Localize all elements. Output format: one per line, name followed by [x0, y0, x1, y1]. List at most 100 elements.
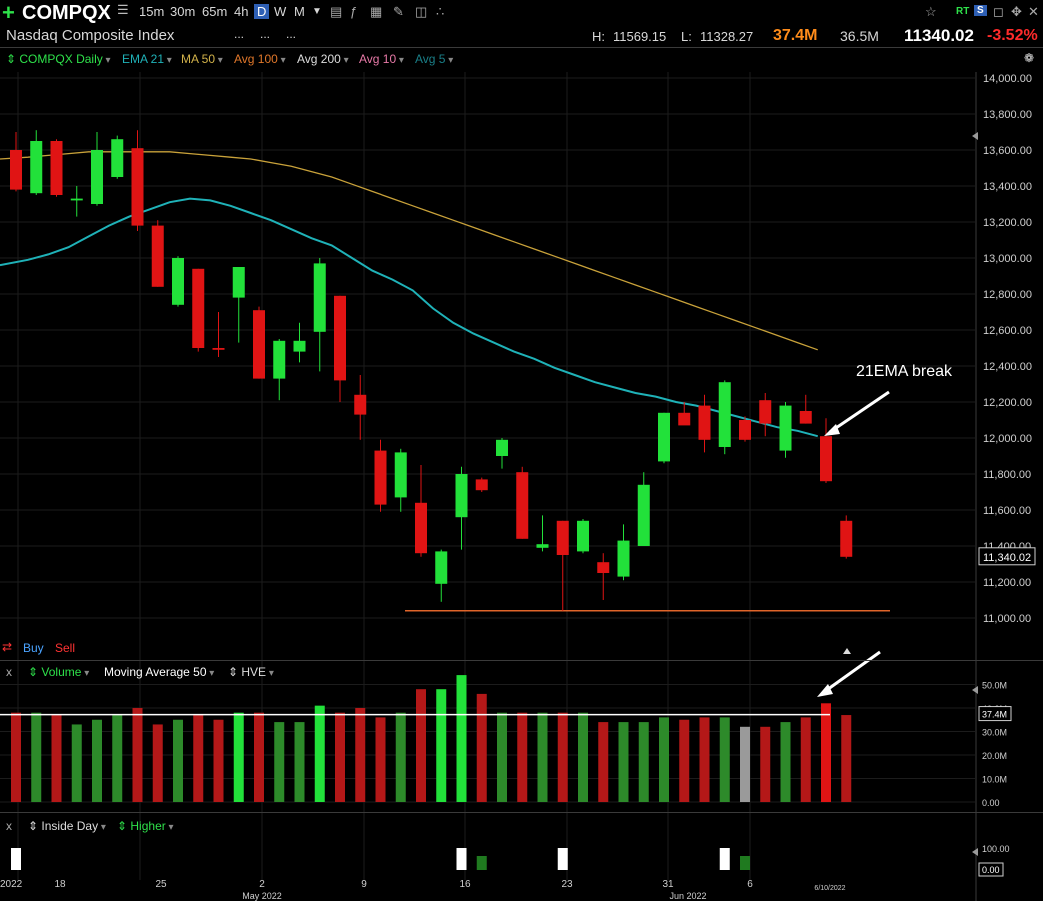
inside-day-close-icon[interactable]: x — [6, 819, 12, 833]
timeframe-d[interactable]: D — [254, 4, 270, 19]
volume-bar — [578, 712, 588, 802]
price-axis-tick: 12,000.00 — [983, 433, 1032, 445]
candle-body — [556, 520, 569, 555]
volume-bar — [11, 712, 21, 802]
ellipsis-3[interactable]: ... — [286, 27, 297, 41]
avg200-label[interactable]: Avg 200 — [297, 52, 349, 66]
s-badge: S — [974, 5, 987, 16]
candle-body — [394, 452, 407, 498]
time-axis-month: Jun 2022 — [669, 891, 706, 901]
change-pct: -3.52% — [987, 27, 1038, 44]
favorite-icon[interactable]: ☆ — [925, 4, 937, 19]
volume-study-label[interactable]: ⇕ Volume — [28, 665, 89, 679]
avg5-label[interactable]: Avg 5 — [415, 52, 453, 66]
volume-bar — [294, 722, 305, 802]
price-axis-tick: 12,400.00 — [983, 361, 1032, 373]
volume-bar — [436, 689, 447, 802]
candle-body — [840, 520, 853, 557]
close-icon[interactable]: ✕ — [1028, 4, 1039, 19]
volume-bar — [476, 693, 487, 802]
volume-bar — [517, 712, 528, 802]
timeframe-65m[interactable]: 65m — [202, 4, 228, 19]
time-axis-tick: 9 — [361, 879, 367, 890]
volume-axis-tick: 50.0M — [982, 681, 1007, 691]
timeframe-30m[interactable]: 30m — [170, 4, 196, 19]
candle-body — [334, 295, 346, 381]
candle-body — [496, 439, 508, 456]
annotation-arrowhead — [824, 424, 840, 436]
avg-volume-value: 36.5M — [840, 28, 879, 44]
timeframe-w[interactable]: W — [274, 4, 287, 19]
volume-bar — [355, 708, 366, 802]
candle-body — [759, 400, 772, 424]
timeframe-m[interactable]: M — [294, 4, 305, 19]
candle-body — [820, 436, 832, 482]
candle-body — [91, 150, 103, 204]
indicators-icon[interactable]: ƒ — [350, 4, 358, 19]
volume-ma-label[interactable]: Moving Average 50 — [104, 665, 214, 679]
layout-icon[interactable]: ◫ — [415, 4, 428, 19]
draw-icon[interactable]: ✎ — [393, 4, 404, 19]
price-study-text: COMPQX Daily — [19, 52, 103, 66]
volume-bar — [618, 722, 629, 802]
hve-label[interactable]: ⇕ HVE — [228, 665, 274, 679]
candle-body — [415, 502, 427, 554]
volume-bar — [416, 689, 426, 802]
add-symbol-icon[interactable]: + — [2, 0, 15, 25]
calculator-icon[interactable]: ▦ — [370, 4, 383, 19]
inside-day-label[interactable]: ⇕ Inside Day — [28, 819, 106, 833]
inside-day-current-box — [978, 862, 1004, 877]
volume-bar — [638, 722, 649, 802]
timeframe-4h[interactable]: 4h — [234, 4, 249, 19]
sell-label[interactable]: Sell — [55, 641, 76, 655]
ema21-line — [0, 197, 819, 438]
palette-icon[interactable]: ❁ — [1024, 51, 1035, 65]
study-legend: ⇕ COMPQX Daily EMA 21 MA 50 Avg 100 Avg … — [0, 49, 1043, 71]
price-axis-tick: 11,600.00 — [983, 505, 1031, 517]
timeframe-15m[interactable]: 15m — [139, 4, 165, 19]
higher-label[interactable]: ⇕ Higher — [117, 819, 174, 833]
volume-axis-tick: 20.0M — [982, 751, 1007, 761]
divider — [0, 47, 1043, 48]
signal-arrows-icon[interactable]: ⇄ — [2, 640, 13, 654]
price-axis-tick: 14,000.00 — [983, 73, 1032, 85]
ellipsis-2[interactable]: ... — [260, 27, 271, 41]
candle-body — [678, 412, 691, 426]
avg100-label[interactable]: Avg 100 — [234, 52, 286, 66]
candle-body — [111, 139, 124, 177]
volume-close-icon[interactable]: x — [6, 665, 12, 679]
inside-day-panel-header: x ⇕ Inside Day ⇕ Higher — [0, 818, 400, 836]
volume-label-text: Volume — [41, 665, 82, 679]
candle-body — [30, 141, 43, 194]
volume-bar — [31, 712, 42, 802]
timeframe-dropdown-icon[interactable]: ▼ — [312, 6, 322, 17]
high-label: H: — [592, 29, 605, 44]
symbol-title[interactable]: COMPQX — [22, 2, 111, 24]
ma50-label[interactable]: MA 50 — [181, 52, 223, 66]
annotation-text: 21EMA break — [856, 363, 953, 380]
share-icon[interactable]: ∴ — [436, 4, 445, 19]
inside-day-bar — [719, 848, 730, 870]
volume-value: 37.4M — [773, 27, 818, 44]
volume-bar — [173, 719, 183, 802]
inside-day-bar — [557, 848, 568, 870]
price-axis-tick: 13,600.00 — [983, 145, 1032, 157]
buy-label[interactable]: Buy — [23, 641, 44, 655]
volume-bar — [719, 717, 730, 802]
chart-type-icon[interactable]: ▤ — [330, 4, 343, 19]
settings-icon[interactable]: ✥ — [1011, 4, 1022, 19]
price-axis-tick: 13,400.00 — [983, 181, 1032, 193]
candle-body — [192, 268, 205, 348]
ema21-label[interactable]: EMA 21 — [122, 52, 172, 66]
symbol-list-icon[interactable]: ☰ — [117, 2, 129, 17]
avg10-label[interactable]: Avg 10 — [359, 52, 404, 66]
price-axis-tick: 12,600.00 — [983, 325, 1032, 337]
inside-day-axis-tick: 0.00 — [982, 865, 1000, 875]
candle-body — [273, 340, 286, 379]
volume-bar — [699, 717, 710, 802]
restore-icon[interactable]: ◻ — [993, 4, 1004, 19]
price-axis-tick: 11,000.00 — [983, 613, 1031, 625]
ellipsis-1[interactable]: ... — [234, 27, 245, 41]
price-study-label[interactable]: ⇕ COMPQX Daily — [6, 52, 111, 66]
